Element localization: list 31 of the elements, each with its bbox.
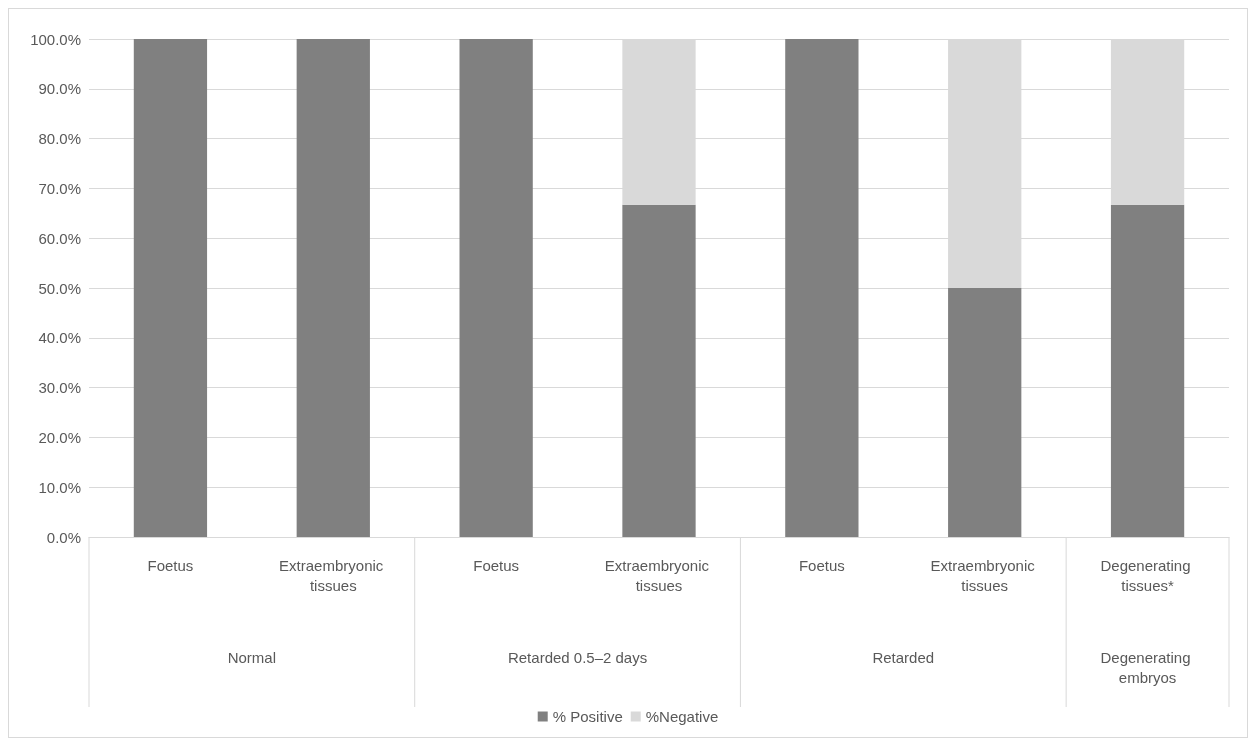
text: Retarded bbox=[872, 648, 935, 666]
y-tick-label: 20.0% bbox=[38, 428, 81, 446]
bar bbox=[459, 39, 533, 537]
y-tick-label: 60.0% bbox=[38, 229, 81, 247]
y-tick-label: 70.0% bbox=[38, 179, 81, 197]
bar bbox=[785, 39, 859, 537]
y-tick-label: 40.0% bbox=[38, 329, 81, 347]
x-tick-label: Foetus bbox=[798, 556, 845, 574]
y-tick-label: 50.0% bbox=[38, 279, 81, 297]
x-tick-label: Extraembryonic tissues bbox=[279, 556, 388, 594]
bar bbox=[622, 204, 696, 537]
y-tick-label: 80.0% bbox=[38, 130, 81, 148]
x-tick-label: Foetus bbox=[147, 556, 194, 574]
text: Degenerating embryos bbox=[1100, 648, 1195, 686]
x-tick-label: Extraembryonic tissues bbox=[604, 556, 714, 594]
bar bbox=[296, 39, 370, 537]
y-tick-label: 10.0% bbox=[38, 478, 81, 496]
bar bbox=[948, 288, 1022, 537]
x-tick-label: Extraembryonic tissues bbox=[930, 556, 1039, 594]
bar bbox=[133, 39, 208, 537]
y-tick-label: 0.0% bbox=[46, 528, 81, 546]
text: Retarded 0.5–2 days bbox=[507, 648, 648, 666]
y-tick-label: 100.0% bbox=[30, 30, 81, 48]
x-tick-label: Foetus bbox=[473, 556, 520, 574]
bar bbox=[1110, 204, 1185, 537]
y-tick-label: 30.0% bbox=[38, 379, 81, 397]
legend-label: % Positive bbox=[552, 708, 623, 725]
y-tick-label: 90.0% bbox=[38, 80, 81, 98]
text: Normal bbox=[227, 648, 277, 666]
legend-label: %Negative bbox=[645, 708, 719, 725]
x-tick-label: Degenerating tissues* bbox=[1100, 556, 1195, 594]
